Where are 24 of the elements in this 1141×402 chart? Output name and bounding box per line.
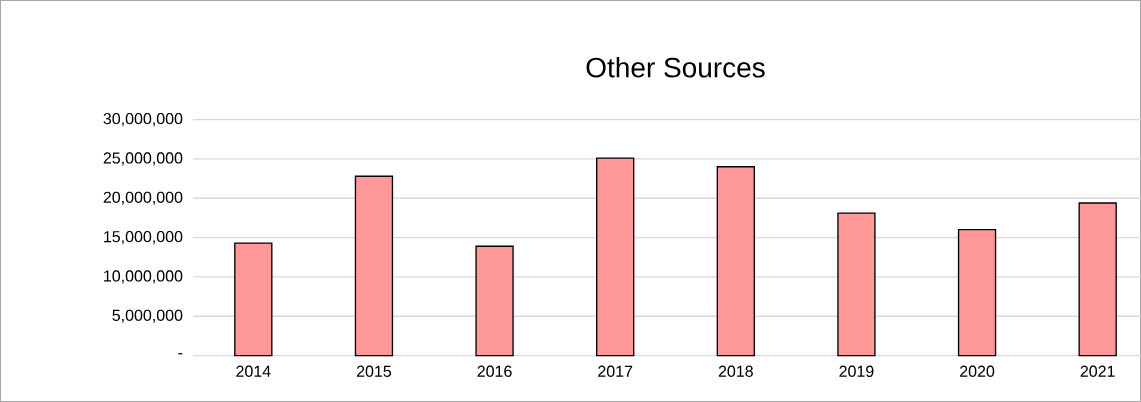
bar xyxy=(354,175,394,357)
bar xyxy=(475,245,514,357)
bar xyxy=(837,212,876,357)
bar xyxy=(716,166,755,357)
bar xyxy=(957,229,997,357)
chart-title: Other Sources xyxy=(586,56,765,78)
y-tick-label: 20,000,000 xyxy=(103,191,183,205)
x-tick-label: 2016 xyxy=(477,365,512,377)
y-tick-label: 15,000,000 xyxy=(104,230,183,245)
x-tick-label: 2014 xyxy=(236,365,271,377)
x-tick-label: 2019 xyxy=(839,365,874,377)
y-tick-label: - xyxy=(178,353,183,355)
y-tick-label: 10,000,000 xyxy=(104,270,183,284)
bar xyxy=(1078,202,1117,357)
x-tick-label: 2021 xyxy=(1080,365,1115,377)
x-tick-label: 2017 xyxy=(598,365,633,377)
bar xyxy=(234,242,273,357)
y-tick-label: 5,000,000 xyxy=(112,309,183,323)
y-tick-label: 30,000,000 xyxy=(103,112,183,127)
x-tick-label: 2020 xyxy=(960,365,995,377)
y-tick-label: 25,000,000 xyxy=(103,152,183,166)
bar xyxy=(596,157,635,357)
x-tick-label: 2015 xyxy=(356,365,392,377)
x-tick-label: 2018 xyxy=(718,365,753,377)
